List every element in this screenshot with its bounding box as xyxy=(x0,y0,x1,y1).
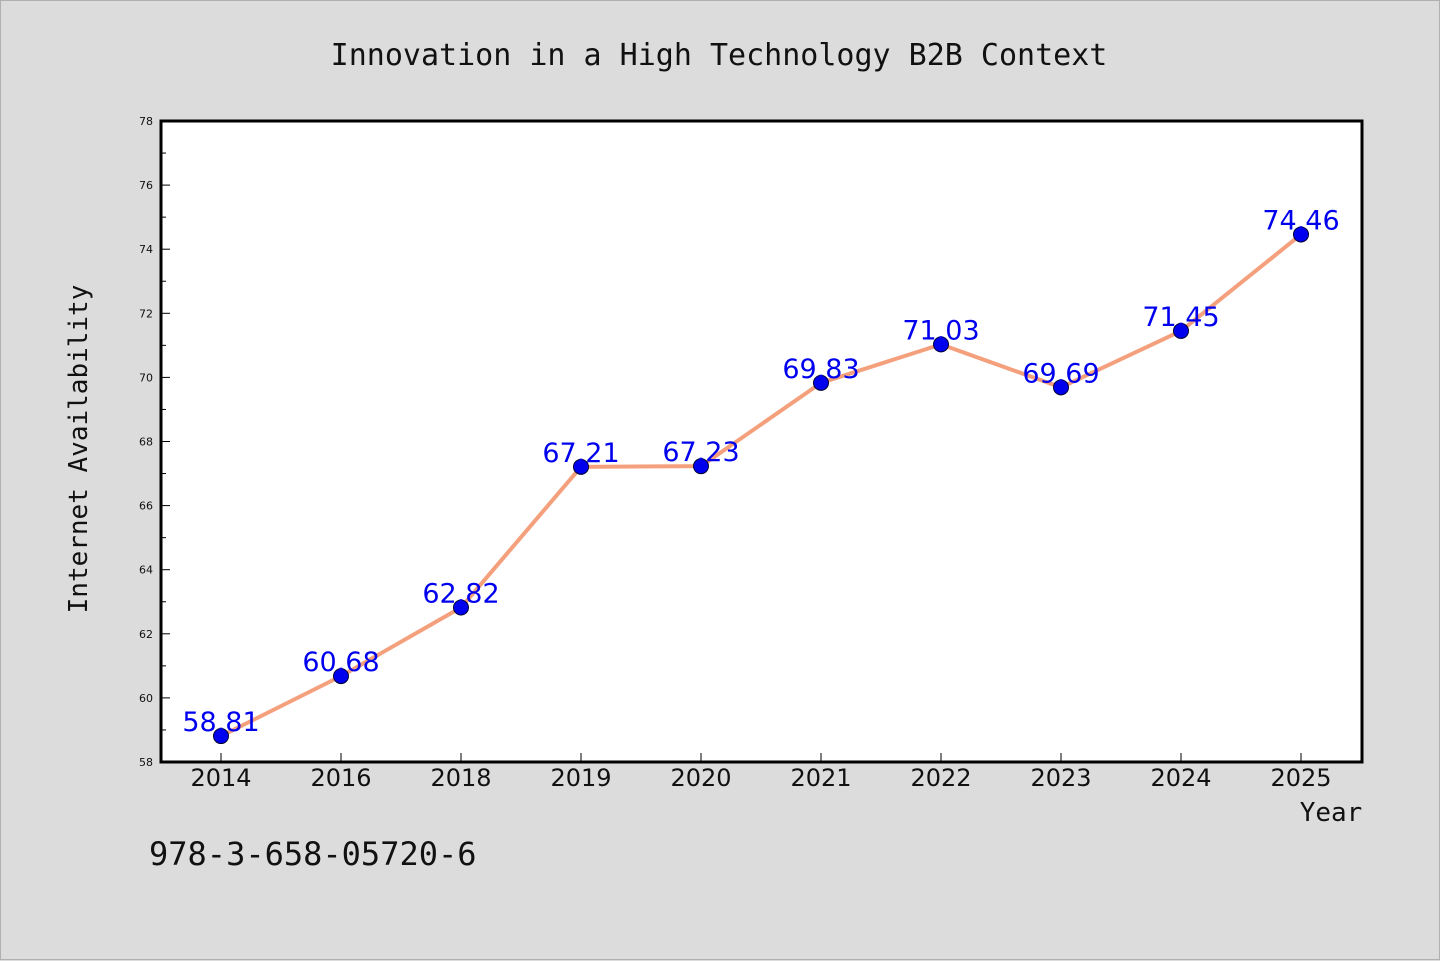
plot-area xyxy=(159,119,1364,764)
y-tick-label: 66 xyxy=(139,500,153,513)
data-point-marker xyxy=(333,668,349,685)
y-axis-label: Internet Availability xyxy=(64,285,94,614)
data-label: 69.83 xyxy=(782,354,859,385)
y-axis-ticks: 58 60 62 64 66 68 70 72 74 76 78 xyxy=(139,115,170,769)
isbn-footnote: 978-3-658-05720-6 xyxy=(149,835,477,873)
x-tick-label: 2018 xyxy=(430,764,491,792)
data-label: 67.23 xyxy=(662,437,739,468)
x-tick-label: 2025 xyxy=(1270,764,1331,792)
data-label: 67.21 xyxy=(542,438,619,469)
x-axis-ticks: 2014 2016 2018 2019 2020 2021 2022 2023 2024 2025 xyxy=(190,753,1332,792)
y-tick-label: 78 xyxy=(139,115,153,128)
x-tick-label: 2023 xyxy=(1030,764,1091,792)
y-tick-label: 74 xyxy=(139,243,153,256)
x-tick-label: 2016 xyxy=(310,764,371,792)
data-point-marker xyxy=(1293,226,1309,243)
data-label: 60.68 xyxy=(302,647,379,678)
data-label: 74.46 xyxy=(1262,205,1339,236)
data-point-marker xyxy=(573,458,589,475)
y-tick-label: 60 xyxy=(139,692,153,705)
x-tick-label: 2019 xyxy=(550,764,611,792)
data-point-marker xyxy=(693,458,709,475)
x-axis-label: Year xyxy=(1300,798,1363,828)
x-tick-label: 2022 xyxy=(910,764,971,792)
x-tick-label: 2021 xyxy=(790,764,851,792)
y-tick-label: 70 xyxy=(139,371,153,384)
y-tick-label: 68 xyxy=(139,436,153,449)
y-tick-label: 58 xyxy=(139,756,153,769)
chart-title: Innovation in a High Technology B2B Cont… xyxy=(331,38,1108,73)
data-label: 58.81 xyxy=(182,707,259,738)
x-tick-label: 2020 xyxy=(670,764,731,792)
x-tick-label: 2014 xyxy=(190,764,251,792)
y-tick-label: 62 xyxy=(139,628,153,641)
data-point-marker xyxy=(1173,322,1189,339)
data-label: 71.03 xyxy=(902,315,979,346)
data-point-marker xyxy=(453,599,469,616)
data-label: 62.82 xyxy=(422,579,499,610)
data-label: 69.69 xyxy=(1022,358,1099,389)
data-point-marker xyxy=(933,336,949,353)
data-point-marker xyxy=(813,374,829,391)
y-tick-label: 72 xyxy=(139,307,153,320)
series-line xyxy=(220,232,1303,738)
x-tick-label: 2024 xyxy=(1150,764,1211,792)
y-tick-label: 76 xyxy=(139,179,153,192)
y-tick-label: 64 xyxy=(139,564,153,577)
data-label: 71.45 xyxy=(1142,302,1219,333)
series-layer: 58.81 60.68 62.82 67.21 67.23 69.83 71.03 69.69… xyxy=(182,205,1340,745)
data-point-marker xyxy=(1053,379,1069,396)
data-point-marker xyxy=(213,728,229,745)
